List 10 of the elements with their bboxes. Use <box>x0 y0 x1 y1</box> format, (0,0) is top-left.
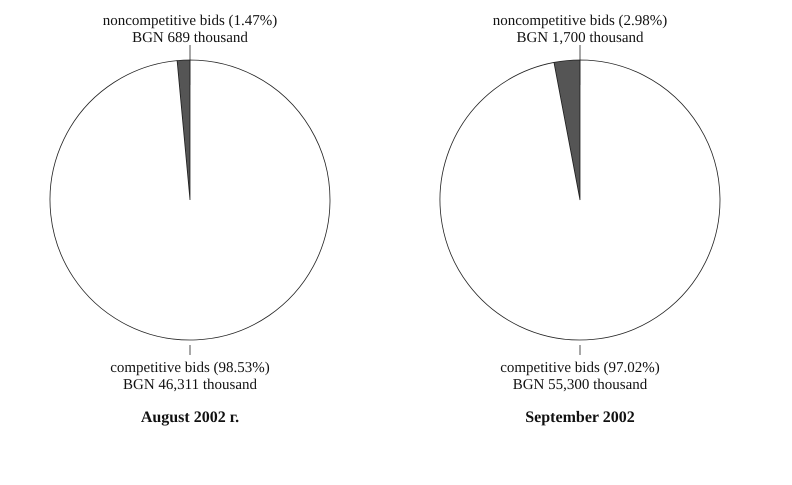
data-label: BGN 689 thousand <box>132 30 248 46</box>
slice-label: competitive bids (97.02%) <box>500 360 660 376</box>
text: September 2002 <box>525 409 635 426</box>
data-label: BGN 1,700 thousand <box>516 30 644 46</box>
slice-label: noncompetitive bids (2.98%) <box>492 13 668 29</box>
text: August 2002 г. <box>140 409 240 426</box>
slice-label: competitive bids (98.53%) <box>110 360 270 376</box>
data-label: BGN 46,311 thousand <box>122 377 258 393</box>
data-label: BGN 55,300 thousand <box>512 377 648 393</box>
slice-label: noncompetitive bids (1.47%) <box>102 13 278 29</box>
